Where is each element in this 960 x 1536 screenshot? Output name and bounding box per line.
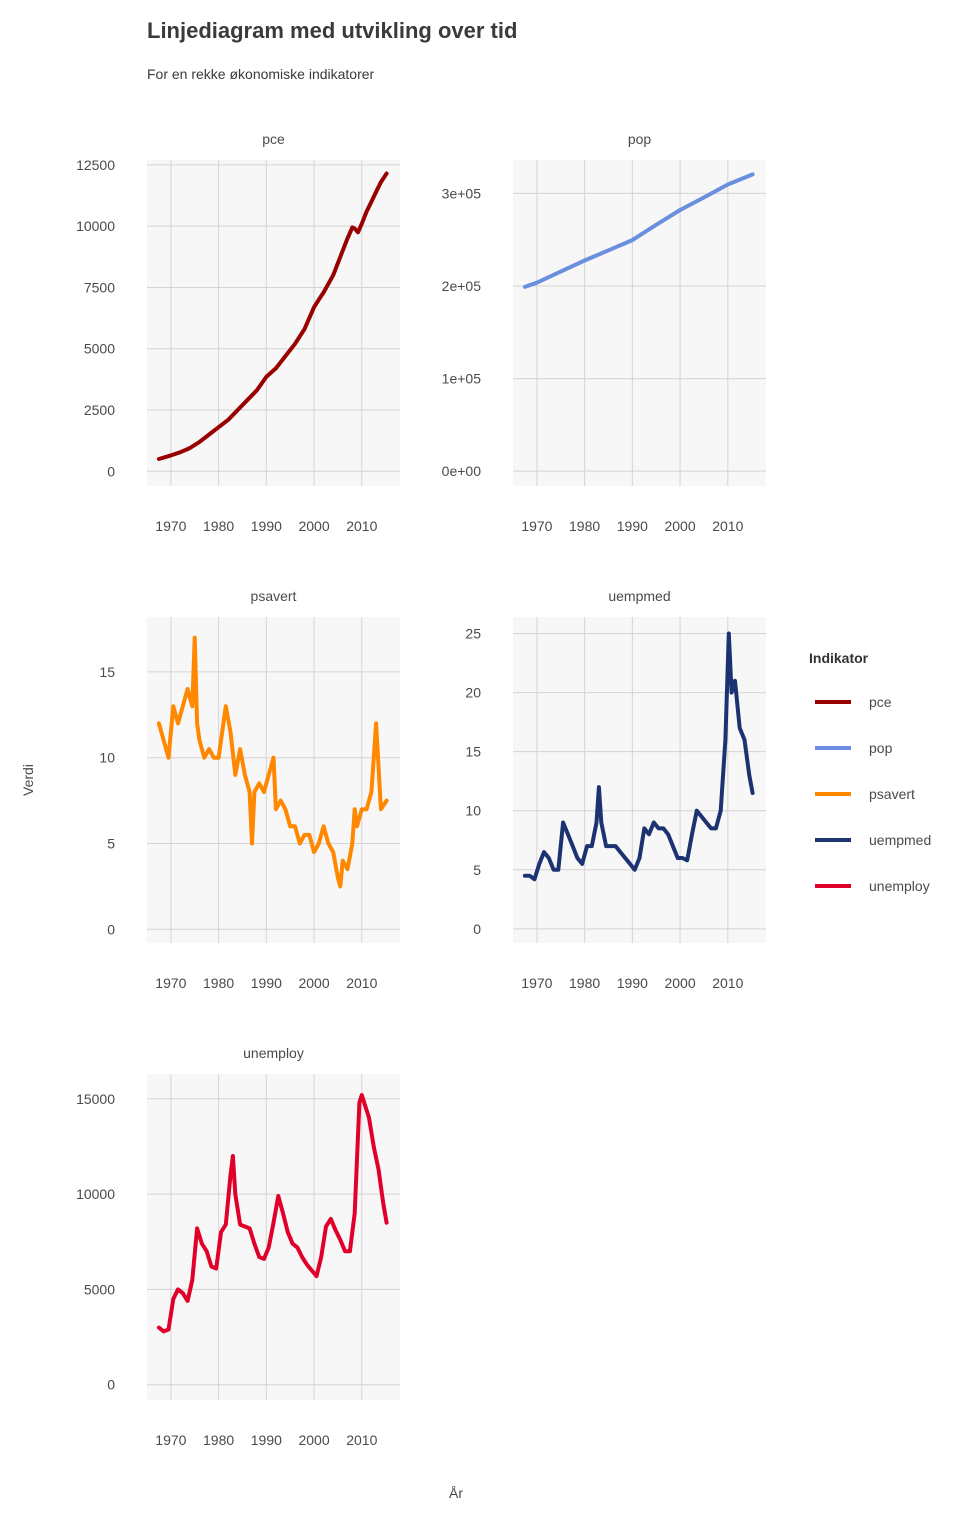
panel-unemploy: 1970 1980 1990 2000 2010 0 5000 10000 15000 unemp… [76, 1045, 400, 1448]
y-tick-label: 0e+00 [442, 463, 482, 479]
panel-uempmed: 1970 1980 1990 2000 2010 0 5 10 15 20 25 uempmed [465, 588, 766, 991]
y-tick-label: 5000 [84, 1281, 115, 1297]
y-tick-label: 3e+05 [442, 185, 482, 201]
x-tick-label: 2010 [346, 1432, 377, 1448]
y-tick-label: 0 [107, 1377, 115, 1393]
x-tick-label: 1990 [617, 975, 648, 991]
y-tick-label: 0 [107, 463, 115, 479]
facet-label-pop: pop [628, 131, 652, 147]
x-tick-label: 1970 [155, 975, 186, 991]
y-tick-label: 0 [107, 921, 115, 937]
x-tick-label: 1980 [569, 975, 600, 991]
y-tick-label: 5000 [84, 341, 115, 357]
chart-subtitle: For en rekke økonomiske indikatorer [147, 66, 375, 82]
panel-background [147, 160, 400, 486]
x-tick-label: 1970 [155, 518, 186, 534]
x-tick-label: 1980 [203, 1432, 234, 1448]
y-tick-label: 7500 [84, 279, 115, 295]
x-tick-label: 2000 [664, 975, 695, 991]
x-tick-label: 2010 [346, 975, 377, 991]
legend-label-uempmed: uempmed [869, 832, 931, 848]
legend-label-pce: pce [869, 694, 892, 710]
legend-title: Indikator [809, 650, 869, 666]
x-tick-label: 2010 [346, 518, 377, 534]
x-tick-label: 2000 [298, 975, 329, 991]
x-tick-label: 1980 [203, 518, 234, 534]
legend-label-psavert: psavert [869, 786, 915, 802]
facet-label-unemploy: unemploy [243, 1045, 304, 1061]
y-tick-label: 10 [465, 803, 481, 819]
facet-label-pce: pce [262, 131, 285, 147]
x-tick-label: 2000 [298, 1432, 329, 1448]
panel-pce: 1970 1980 1990 2000 2010 0 2500 5000 7500 10000 12… [76, 131, 400, 534]
y-tick-label: 5 [107, 835, 115, 851]
x-tick-label: 1990 [251, 518, 282, 534]
panel-background [513, 160, 766, 486]
y-tick-label: 15 [465, 744, 481, 760]
y-tick-label: 2500 [84, 402, 115, 418]
y-axis-title: Verdi [20, 764, 36, 796]
y-tick-label: 15000 [76, 1091, 115, 1107]
x-tick-label: 1990 [251, 975, 282, 991]
y-tick-label: 20 [465, 685, 481, 701]
y-tick-label: 5 [473, 862, 481, 878]
x-tick-label: 1970 [521, 975, 552, 991]
panel-psavert: 1970 1980 1990 2000 2010 0 5 10 15 psavert [99, 588, 400, 991]
x-tick-label: 1980 [569, 518, 600, 534]
legend-label-pop: pop [869, 740, 893, 756]
y-tick-label: 10 [99, 750, 115, 766]
series-line-uempmed [522, 631, 755, 882]
x-tick-label: 2000 [298, 518, 329, 534]
legend-label-unemploy: unemploy [869, 878, 930, 894]
y-tick-label: 12500 [76, 157, 115, 173]
facet-label-uempmed: uempmed [608, 588, 670, 604]
x-axis-title: År [449, 1485, 463, 1501]
x-tick-label: 1980 [203, 975, 234, 991]
x-tick-label: 2010 [712, 975, 743, 991]
panel-pop: 1970 1980 1990 2000 2010 0e+00 1e+05 2e+05 3e+05… [442, 131, 766, 534]
chart-panels: 1970 1980 1990 2000 201002500500075001000012… [76, 131, 766, 1448]
y-tick-label: 15 [99, 664, 115, 680]
y-tick-label: 10000 [76, 218, 115, 234]
y-tick-label: 10000 [76, 1186, 115, 1202]
y-tick-label: 1e+05 [442, 371, 482, 387]
series-line-pce [156, 171, 389, 461]
x-tick-label: 2000 [664, 518, 695, 534]
x-tick-label: 1990 [617, 518, 648, 534]
facet-label-psavert: psavert [251, 588, 297, 604]
x-tick-label: 2010 [712, 518, 743, 534]
chart-title: Linjediagram med utvikling over tid [147, 18, 518, 43]
x-tick-label: 1970 [521, 518, 552, 534]
y-tick-label: 2e+05 [442, 278, 482, 294]
series-line-unemploy [156, 1093, 389, 1334]
legend: Indikator pce pop psavert uempmed unemploy [809, 650, 931, 894]
y-tick-label: 0 [473, 921, 481, 937]
x-tick-label: 1990 [251, 1432, 282, 1448]
series-line-pop [522, 172, 755, 289]
y-tick-label: 25 [465, 626, 481, 642]
x-tick-label: 1970 [155, 1432, 186, 1448]
series-line-psavert [156, 635, 389, 889]
